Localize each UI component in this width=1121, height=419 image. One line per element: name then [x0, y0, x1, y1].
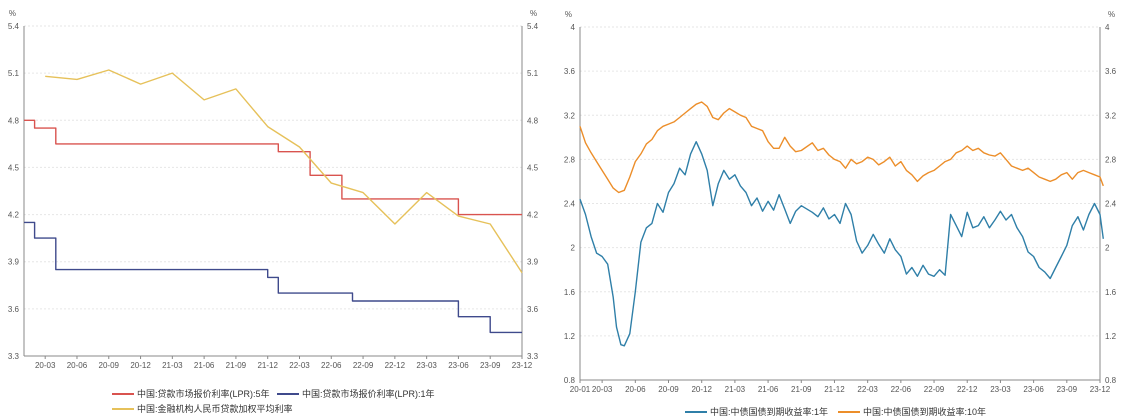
x-tick-label: 20-06 [67, 361, 88, 370]
y-tick-label-right: 3.2 [1105, 111, 1117, 120]
legend-label-0: 中国:中债国债到期收益率:1年 [710, 406, 828, 417]
x-tick-label: 23-06 [1023, 385, 1044, 394]
y-tick-label-left: 5.1 [8, 69, 20, 78]
x-tick-label: 20-01 [570, 385, 591, 394]
x-tick-label: 21-12 [824, 385, 845, 394]
x-tick-label: 22-12 [957, 385, 978, 394]
series-line-0 [579, 141, 1104, 347]
y-tick-label-right: 4.2 [527, 211, 539, 220]
y-unit-right: % [1108, 10, 1115, 19]
x-tick-label: 21-06 [194, 361, 215, 370]
y-tick-label-right: 1.6 [1105, 288, 1117, 297]
x-tick-label: 23-03 [416, 361, 437, 370]
y-tick-label-right: 4.5 [527, 163, 539, 172]
x-tick-label: 21-12 [257, 361, 278, 370]
x-tick-label: 20-03 [35, 361, 56, 370]
x-tick-label: 20-09 [99, 361, 120, 370]
y-unit-right: % [530, 9, 537, 18]
y-tick-label-left: 3.3 [8, 352, 20, 361]
y-tick-label-right: 3.6 [527, 305, 539, 314]
x-tick-label: 22-06 [321, 361, 342, 370]
x-tick-label: 23-12 [512, 361, 533, 370]
legend-label-0: 中国:贷款市场报价利率(LPR):5年 [137, 388, 270, 399]
y-tick-label-right: 3.9 [527, 258, 539, 267]
x-tick-label: 21-09 [791, 385, 812, 394]
y-tick-label-right: 3.3 [527, 352, 539, 361]
x-tick-label: 20-03 [592, 385, 613, 394]
y-unit-left: % [9, 9, 16, 18]
x-tick-label: 22-09 [353, 361, 374, 370]
x-tick-label: 20-12 [130, 361, 151, 370]
x-tick-label: 23-12 [1090, 385, 1111, 394]
x-tick-label: 23-09 [1057, 385, 1078, 394]
series-line-1 [24, 221, 522, 334]
y-tick-label-left: 2.8 [564, 155, 576, 164]
x-tick-label: 21-03 [162, 361, 183, 370]
y-tick-label-left: 3.6 [564, 67, 576, 76]
chart-left: 3.3 3.3 3.6 3.6 3.9 3.9 4.2 4.2 4.5 4.5 4.8 4.8 5.1 5… [8, 9, 539, 414]
y-tick-label-right: 2.8 [1105, 155, 1117, 164]
y-unit-left: % [565, 10, 572, 19]
y-tick-label-right: 2.4 [1105, 200, 1117, 209]
y-tick-label-right: 2 [1105, 244, 1110, 253]
x-tick-label: 23-09 [480, 361, 501, 370]
y-tick-label-left: 4.2 [8, 211, 20, 220]
y-tick-label-left: 3.9 [8, 258, 20, 267]
x-tick-label: 21-03 [725, 385, 746, 394]
chart-right: 0.8 0.8 1.2 1.2 1.6 1.6 2 2 2.4 2.4 2.8 2.8 3.2 3.2 3.… [564, 10, 1117, 417]
x-tick-label: 23-06 [448, 361, 469, 370]
x-tick-label: 20-09 [658, 385, 679, 394]
y-tick-label-left: 1.2 [564, 332, 576, 341]
y-tick-label-left: 2.4 [564, 200, 576, 209]
y-tick-label-left: 5.4 [8, 22, 20, 31]
y-tick-label-left: 0.8 [564, 376, 576, 385]
x-tick-label: 23-03 [990, 385, 1011, 394]
y-tick-label-left: 4 [571, 23, 576, 32]
x-tick-label: 22-03 [857, 385, 878, 394]
legend-label-2: 中国:金融机构人民币贷款加权平均利率 [137, 403, 293, 414]
y-tick-label-right: 5.1 [527, 69, 539, 78]
y-tick-label-right: 5.4 [527, 22, 539, 31]
series-line-2 [45, 69, 523, 274]
y-tick-label-left: 4.5 [8, 163, 20, 172]
y-tick-label-right: 4 [1105, 23, 1110, 32]
x-tick-label: 21-06 [758, 385, 779, 394]
y-tick-label-left: 2 [571, 244, 576, 253]
x-tick-label: 22-06 [891, 385, 912, 394]
x-tick-label: 20-12 [691, 385, 712, 394]
y-tick-label-left: 4.8 [8, 116, 20, 125]
y-tick-label-right: 0.8 [1105, 376, 1117, 385]
series-line-1 [579, 101, 1104, 194]
x-tick-label: 20-06 [625, 385, 646, 394]
x-tick-label: 22-03 [289, 361, 310, 370]
legend-label-1: 中国:中债国债到期收益率:10年 [863, 406, 986, 417]
y-tick-label-left: 3.6 [8, 305, 20, 314]
y-tick-label-right: 1.2 [1105, 332, 1117, 341]
y-tick-label-left: 1.6 [564, 288, 576, 297]
x-tick-label: 22-09 [924, 385, 945, 394]
legend-label-1: 中国:贷款市场报价利率(LPR):1年 [302, 388, 435, 399]
x-tick-label: 21-09 [226, 361, 247, 370]
y-tick-label-right: 3.6 [1105, 67, 1117, 76]
y-tick-label-left: 3.2 [564, 111, 576, 120]
y-tick-label-right: 4.8 [527, 116, 539, 125]
series-line-0 [24, 119, 522, 216]
x-tick-label: 22-12 [385, 361, 406, 370]
